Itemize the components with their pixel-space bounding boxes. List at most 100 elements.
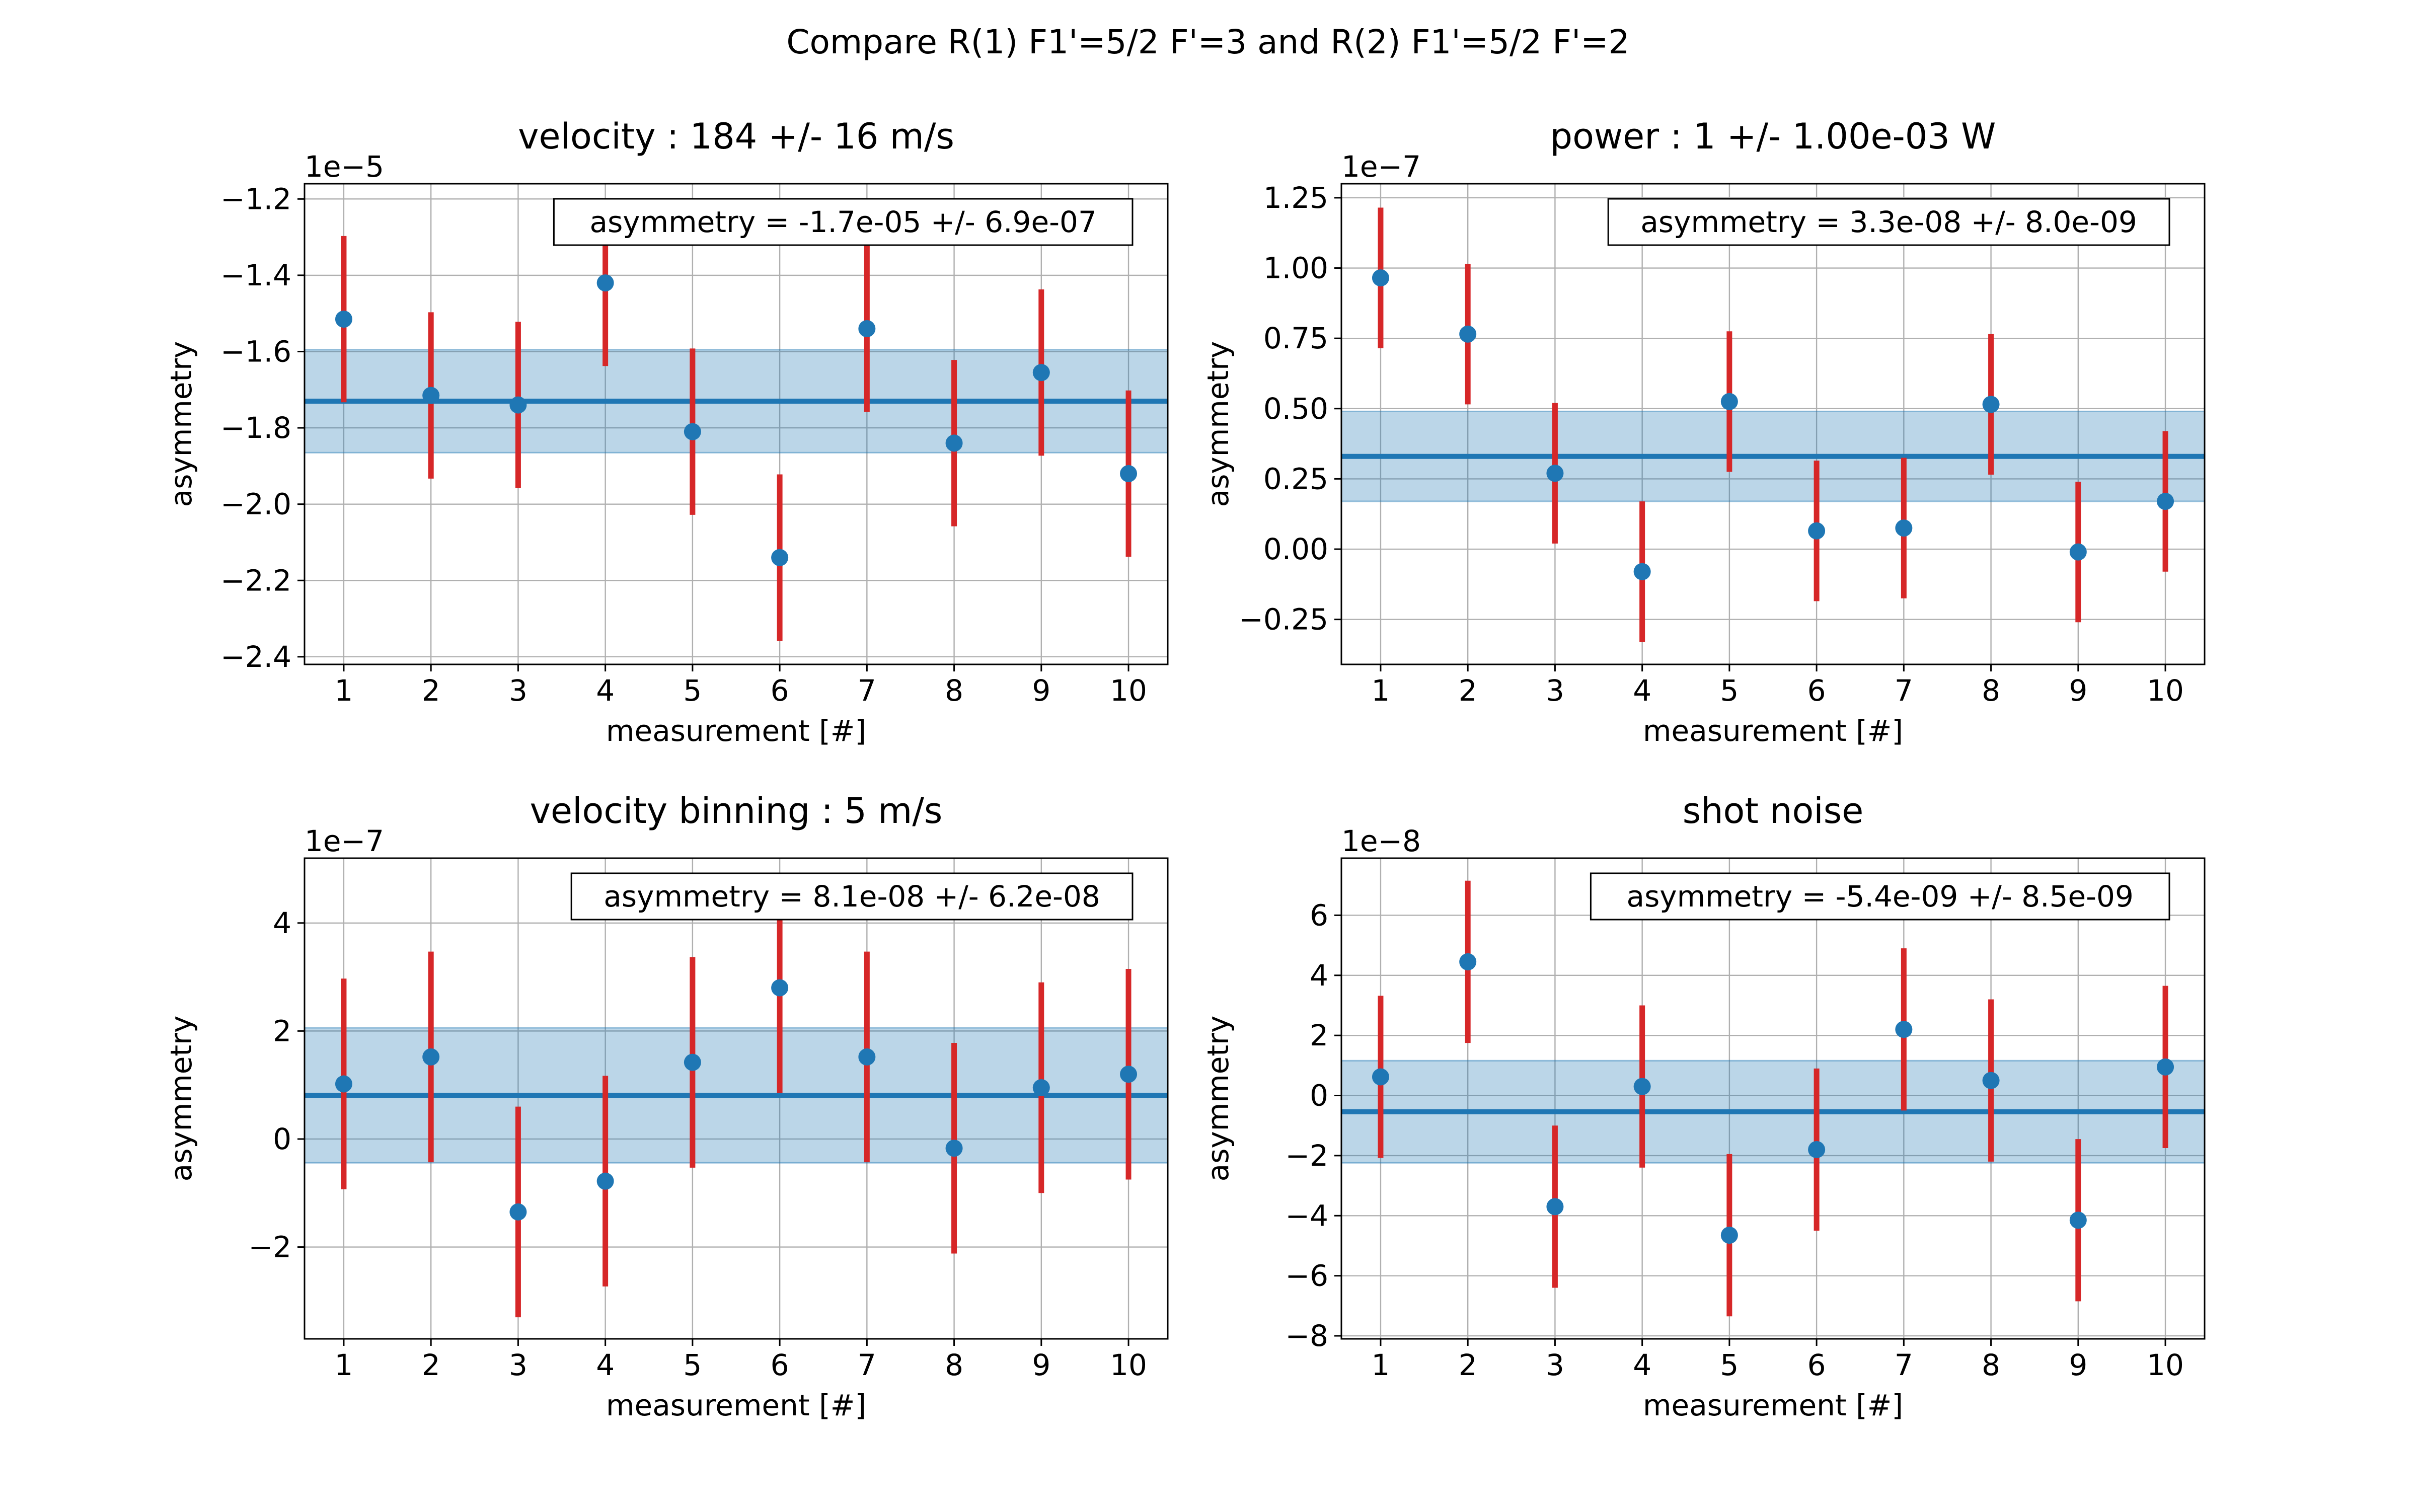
annotation-text: asymmetry = -1.7e-05 +/- 6.9e-07 — [590, 205, 1097, 239]
subplot-1: 1 2 3 4 5 6 7 8 9 10 −2.4 −2.2 −2.0 −1.8 −1.6 −1.4 −1.2 v… — [164, 116, 1169, 748]
data-point — [858, 1048, 876, 1066]
axes-frame — [1340, 857, 2206, 1340]
x-tick-label: 10 — [2147, 673, 2184, 708]
annotation-box — [553, 198, 1134, 246]
x-axis-label: measurement [#] — [606, 714, 866, 748]
data-point — [335, 311, 352, 328]
data-point — [771, 979, 789, 997]
axis-offset-label: 1e−7 — [305, 824, 384, 858]
data-point — [1720, 393, 1738, 410]
x-tick-label: 8 — [945, 1348, 963, 1382]
data-point — [1982, 1072, 2000, 1089]
x-tick-label: 3 — [509, 673, 527, 708]
x-tick-label: 7 — [1895, 1348, 1913, 1382]
y-tick-label: 4 — [273, 906, 291, 940]
y-tick-label: 0.00 — [1263, 532, 1328, 566]
y-tick-label: −2.4 — [220, 640, 291, 674]
x-tick-label: 10 — [2147, 1348, 2184, 1382]
y-tick-label: 0.50 — [1263, 392, 1328, 426]
axes-frame — [304, 857, 1169, 1340]
subplot-title: power : 1 +/- 1.00e-03 W — [1550, 116, 1996, 157]
subplot-title: velocity binning : 5 m/s — [530, 790, 943, 831]
data-point — [771, 549, 789, 566]
x-tick-label: 2 — [1459, 1348, 1477, 1382]
annotation-text: asymmetry = 3.3e-08 +/- 8.0e-09 — [1640, 205, 2137, 239]
y-tick-label: 0.25 — [1263, 462, 1328, 496]
subplot-4: 1 2 3 4 5 6 7 8 9 10 −8 −6 −4 −2 0 2 4 6 shot noise measure… — [1201, 790, 2206, 1422]
x-tick-label: 1 — [335, 1348, 353, 1382]
x-tick-label: 4 — [1633, 1348, 1651, 1382]
data-point — [945, 1140, 963, 1157]
data-point — [509, 396, 527, 414]
data-point — [1459, 953, 1477, 970]
y-tick-label: −1.4 — [220, 258, 291, 292]
data-point — [509, 1203, 527, 1221]
plot-content — [305, 199, 1168, 641]
data-point — [1546, 1198, 1564, 1216]
data-point — [684, 1053, 701, 1071]
x-tick-label: 7 — [1895, 673, 1913, 708]
data-point — [596, 1172, 614, 1190]
data-point — [1459, 325, 1477, 343]
data-point — [1372, 269, 1389, 287]
subplot-3: 1 2 3 4 5 6 7 8 9 10 −2 0 2 4 velocity binning : 5 m/s… — [164, 790, 1169, 1422]
data-point — [1372, 1068, 1389, 1086]
data-point — [858, 320, 876, 338]
data-point — [1633, 1078, 1651, 1095]
x-tick-label: 8 — [1982, 673, 2000, 708]
y-tick-label: −1.2 — [220, 182, 291, 216]
x-tick-label: 9 — [1032, 673, 1050, 708]
x-tick-label: 4 — [596, 673, 615, 708]
x-tick-label: 1 — [335, 673, 353, 708]
y-tick-label: 4 — [1310, 958, 1328, 993]
x-tick-label: 5 — [1720, 673, 1739, 708]
plot-content — [305, 882, 1168, 1318]
data-point — [2157, 1058, 2174, 1076]
x-tick-label: 8 — [1982, 1348, 2000, 1382]
data-point — [335, 1075, 352, 1093]
y-tick-label: −8 — [1286, 1319, 1329, 1353]
y-tick-label: 2 — [1310, 1018, 1328, 1052]
y-tick-label: −2.0 — [220, 487, 291, 521]
plot-content — [1341, 207, 2205, 642]
y-tick-label: 2 — [273, 1014, 291, 1048]
data-point — [1032, 364, 1050, 382]
data-point — [1895, 1021, 1913, 1038]
x-tick-label: 4 — [596, 1348, 615, 1382]
data-point — [1982, 396, 2000, 413]
y-tick-label: 6 — [1310, 898, 1328, 932]
x-tick-label: 5 — [683, 673, 702, 708]
annotation-box — [1590, 872, 2170, 921]
x-axis-label: measurement [#] — [1643, 1388, 1903, 1422]
y-axis-label: asymmetry — [1201, 341, 1235, 507]
axis-offset-label: 1e−8 — [1341, 824, 1421, 858]
axes-frame — [304, 183, 1169, 665]
data-point — [1120, 465, 1138, 483]
data-point — [2069, 1212, 2087, 1229]
y-axis-label: asymmetry — [164, 1016, 198, 1182]
y-tick-label: 0.75 — [1263, 321, 1328, 355]
subplot-title: velocity : 184 +/- 16 m/s — [518, 116, 954, 157]
x-tick-label: 3 — [1546, 1348, 1564, 1382]
data-point — [1720, 1227, 1738, 1244]
axes-frame — [1340, 183, 2206, 665]
data-point — [1032, 1079, 1050, 1097]
x-tick-label: 7 — [858, 1348, 876, 1382]
x-tick-label: 9 — [2069, 1348, 2087, 1382]
x-tick-label: 1 — [1372, 673, 1390, 708]
data-point — [2069, 543, 2087, 561]
x-tick-label: 5 — [1720, 1348, 1739, 1382]
y-tick-label: −2 — [249, 1230, 292, 1264]
axis-offset-label: 1e−7 — [1341, 149, 1421, 184]
x-tick-label: 8 — [945, 673, 963, 708]
y-tick-label: −2.2 — [220, 563, 291, 597]
annotation-text: asymmetry = 8.1e-08 +/- 6.2e-08 — [603, 879, 1100, 914]
x-tick-label: 5 — [683, 1348, 702, 1382]
data-point — [1633, 563, 1651, 580]
subplot-title: shot noise — [1683, 790, 1864, 831]
data-point — [596, 274, 614, 292]
x-tick-label: 9 — [1032, 1348, 1050, 1382]
plot-content — [1341, 880, 2205, 1317]
x-tick-label: 6 — [1807, 1348, 1826, 1382]
